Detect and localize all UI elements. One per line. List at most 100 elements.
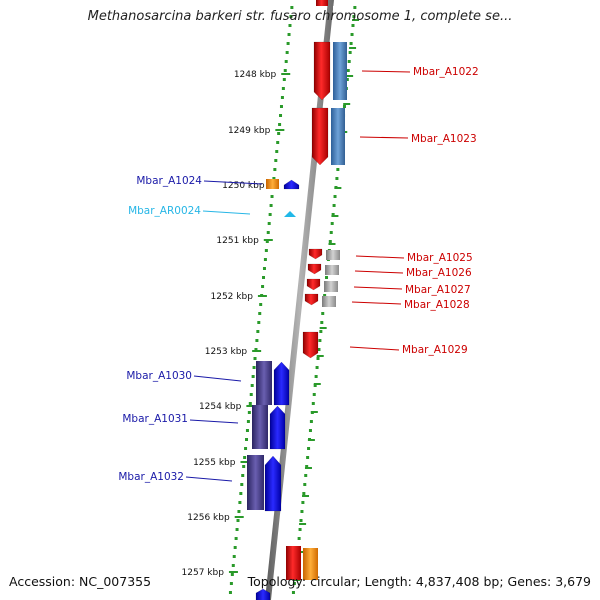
cog-a1027 bbox=[324, 281, 338, 292]
scale-label: 1248 kbp bbox=[234, 70, 277, 80]
inner-ring-dot bbox=[270, 195, 274, 198]
outer-ring-dot bbox=[351, 24, 355, 27]
inner-ring-dot bbox=[256, 330, 260, 333]
label-a1025-leader bbox=[355, 255, 405, 259]
inner-ring-dot bbox=[284, 60, 288, 63]
label-a1024: Mbar_A1024 bbox=[136, 175, 202, 187]
scale-label: 1255 kbp bbox=[193, 458, 236, 468]
outer-ring-dot bbox=[349, 42, 353, 45]
outer-ring-dot bbox=[347, 60, 351, 63]
outer-ring-dot bbox=[301, 501, 305, 504]
cog-a1031 bbox=[252, 405, 268, 449]
inner-ring-dot bbox=[248, 402, 252, 405]
scale-label: 1257 kbp bbox=[182, 568, 225, 578]
inner-ring-dot bbox=[231, 564, 235, 567]
cog-a1024 bbox=[266, 179, 279, 189]
label-a1025: Mbar_A1025 bbox=[407, 252, 473, 264]
cog-a1025 bbox=[326, 250, 340, 260]
map-title: Methanosarcina barkeri str. fusaro chrom… bbox=[87, 9, 513, 24]
scale-major-tick bbox=[275, 129, 285, 131]
accession-label: Accession: NC_007355 bbox=[9, 574, 152, 589]
forward-gene-top-partial bbox=[316, 0, 328, 6]
forward-gene-bottom-1 bbox=[286, 546, 301, 580]
outer-ring-dot bbox=[298, 528, 302, 531]
outer-ring-dot bbox=[307, 447, 311, 450]
scale-major-tick bbox=[246, 405, 256, 407]
outer-ring-dot bbox=[352, 15, 356, 18]
inner-ring-dot bbox=[279, 105, 283, 108]
label-a1029-leader bbox=[349, 346, 400, 351]
inner-ring-dot bbox=[244, 447, 248, 450]
label-a1031-leader bbox=[189, 419, 239, 424]
outer-ring-dot bbox=[297, 537, 301, 540]
tick-rings: 1248 kbp 1249 kbp 1250 kbp 1251 kbp 1252 kbp… bbox=[182, 6, 360, 594]
outer-minor-tick bbox=[334, 187, 342, 189]
inner-ring-dot bbox=[255, 339, 259, 342]
outer-minor-tick bbox=[307, 439, 315, 441]
label-a1027: Mbar_A1027 bbox=[405, 284, 471, 296]
labels: Mbar_A1022 Mbar_A1023 Mbar_A1025 Mbar_A1026… bbox=[118, 66, 478, 483]
inner-ring-dot bbox=[236, 519, 240, 522]
forward-gene-a1026 bbox=[307, 263, 322, 275]
outer-ring-dot bbox=[333, 195, 337, 198]
inner-ring-dot bbox=[264, 249, 268, 252]
label-a1026-leader bbox=[354, 270, 404, 274]
outer-ring-dot bbox=[313, 384, 317, 387]
cog-a1023 bbox=[331, 108, 345, 165]
outer-ring-dot bbox=[350, 33, 354, 36]
inner-ring-dot bbox=[261, 285, 265, 288]
outer-minor-tick bbox=[319, 327, 327, 329]
reverse-gene-bottom-partial bbox=[255, 588, 271, 600]
forward-gene-a1023 bbox=[311, 107, 329, 166]
scale-label: 1253 kbp bbox=[205, 347, 248, 357]
outer-ring-dot bbox=[330, 222, 334, 225]
inner-ring-dot bbox=[257, 321, 261, 324]
inner-ring-dot bbox=[289, 15, 293, 18]
forward-gene-a1022 bbox=[313, 41, 331, 101]
outer-ring-dot bbox=[302, 492, 306, 495]
inner-ring-dot bbox=[245, 438, 249, 441]
scale-major-tick bbox=[234, 516, 244, 518]
label-a1022: Mbar_A1022 bbox=[413, 66, 479, 78]
inner-ring-dot bbox=[238, 501, 242, 504]
inner-ring-dot bbox=[243, 456, 247, 459]
scale-major-tick bbox=[281, 73, 291, 75]
outer-ring-dot bbox=[328, 240, 332, 243]
outer-ring-dot bbox=[314, 375, 318, 378]
inner-ring-dot bbox=[253, 357, 257, 360]
label-a1030: Mbar_A1030 bbox=[126, 370, 192, 382]
inner-ring-dot bbox=[242, 465, 246, 468]
rna-ar0024 bbox=[284, 211, 296, 217]
outer-minor-tick bbox=[328, 243, 336, 245]
outer-ring-dot bbox=[345, 78, 349, 81]
label-a1028: Mbar_A1028 bbox=[404, 299, 470, 311]
inner-ring-dot bbox=[287, 33, 291, 36]
cog-a1032 bbox=[247, 455, 264, 510]
outer-minor-tick bbox=[310, 411, 318, 413]
scale-major-tick bbox=[240, 461, 250, 463]
forward-gene-bottom-2 bbox=[303, 548, 318, 580]
inner-ring-dot bbox=[279, 114, 283, 117]
outer-ring-dot bbox=[332, 204, 336, 207]
gap bbox=[333, 6, 345, 32]
inner-ring-dot bbox=[276, 141, 280, 144]
reverse-gene-a1024 bbox=[283, 179, 300, 190]
outer-ring-dot bbox=[291, 591, 295, 594]
outer-ring-dot bbox=[320, 321, 324, 324]
reverse-gene-a1032 bbox=[264, 455, 282, 512]
inner-ring-dot bbox=[278, 123, 282, 126]
label-a1032: Mbar_A1032 bbox=[118, 471, 184, 483]
outer-minor-tick bbox=[302, 495, 310, 497]
outer-ring-dot bbox=[348, 51, 352, 54]
outer-ring-dot bbox=[342, 105, 346, 108]
inner-ring-dot bbox=[288, 24, 292, 27]
outer-ring-dot bbox=[329, 231, 333, 234]
outer-ring-dot bbox=[304, 474, 308, 477]
outer-minor-tick bbox=[331, 215, 339, 217]
inner-ring-dot bbox=[268, 213, 272, 216]
cog-a1026 bbox=[325, 265, 339, 275]
inner-ring-dot bbox=[250, 384, 254, 387]
outer-ring-dot bbox=[346, 69, 350, 72]
label-a1023: Mbar_A1023 bbox=[411, 133, 477, 145]
label-a1029: Mbar_A1029 bbox=[402, 344, 468, 356]
